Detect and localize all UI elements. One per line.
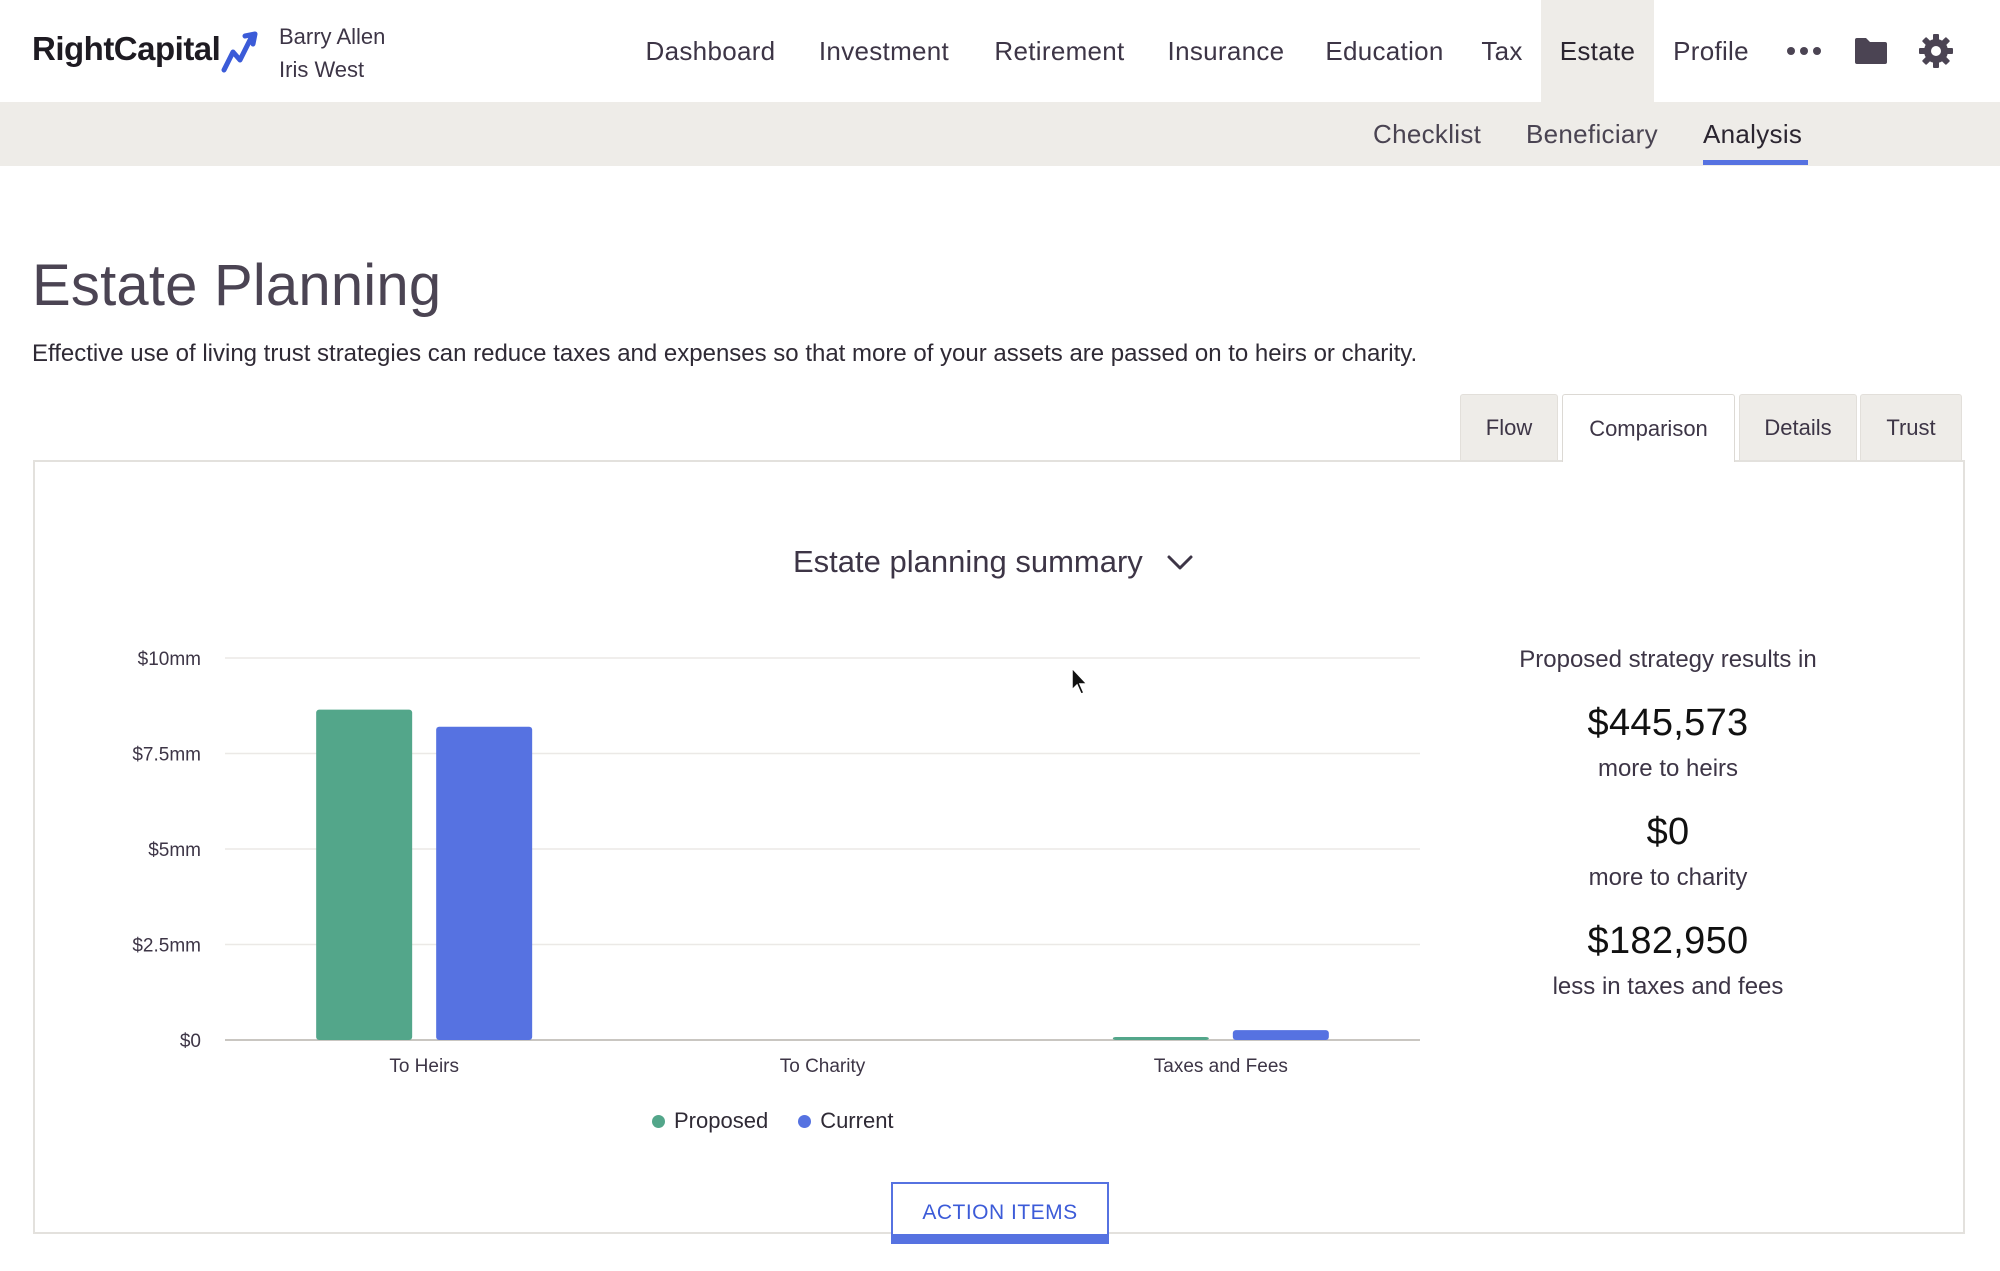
- nav-dashboard[interactable]: Dashboard: [645, 35, 776, 66]
- nav-education[interactable]: Education: [1325, 35, 1444, 66]
- nav-insurance[interactable]: Insurance: [1167, 35, 1285, 66]
- chevron-down-icon: [1167, 555, 1193, 570]
- subnav-analysis[interactable]: Analysis: [1703, 118, 1803, 149]
- y-tick-label: $2.5mm: [132, 936, 201, 957]
- gear-icon[interactable]: [1914, 29, 1958, 73]
- action-items-button[interactable]: ACTION ITEMS: [891, 1182, 1109, 1244]
- tab-trust[interactable]: Trust: [1860, 394, 1962, 460]
- subnav-checklist[interactable]: Checklist: [1373, 118, 1482, 149]
- more-icon[interactable]: [1782, 29, 1826, 73]
- result-charity-value: $0: [1646, 811, 1690, 853]
- legend-item-proposed[interactable]: Proposed: [652, 1108, 768, 1134]
- summary-dropdown[interactable]: Estate planning summary: [793, 540, 1195, 584]
- page-description: Effective use of living trust strategies…: [32, 340, 1418, 367]
- result-heirs-label: more to heirs: [1597, 755, 1739, 782]
- estate-comparison-chart: $0 $2.5mm $5mm $7.5mm $10mm To Heirs To Charit…: [132, 649, 1420, 1077]
- nav-tax[interactable]: Tax: [1481, 35, 1523, 66]
- active-subnav-indicator: [1703, 160, 1808, 165]
- summary-dropdown-value: Estate planning summary: [793, 544, 1143, 579]
- legend-dot-current: [798, 1114, 812, 1128]
- y-tick-label: $7.5mm: [132, 745, 201, 766]
- top-bar: RightCapital Barry Allen Iris West Dashb…: [0, 0, 2000, 102]
- page-title: Estate Planning: [32, 253, 442, 318]
- x-tick-label: To Heirs: [389, 1056, 459, 1077]
- y-tick-label: $0: [180, 1031, 201, 1052]
- results-lead: Proposed strategy results in: [1519, 646, 1817, 673]
- logo-arrow-icon: [221, 31, 258, 73]
- bar-proposed: [1112, 1036, 1209, 1040]
- mouse-cursor-icon: [1071, 666, 1089, 695]
- legend-item-current[interactable]: Current: [798, 1108, 894, 1134]
- client-names[interactable]: Barry Allen Iris West: [279, 20, 385, 86]
- y-tick-label: $10mm: [138, 649, 201, 670]
- subnav-beneficiary[interactable]: Beneficiary: [1526, 118, 1658, 149]
- result-charity-label: more to charity: [1588, 864, 1748, 891]
- nav-retirement[interactable]: Retirement: [994, 35, 1125, 66]
- tab-details[interactable]: Details: [1739, 394, 1857, 460]
- tab-comparison[interactable]: Comparison: [1562, 394, 1735, 462]
- legend-dot-proposed: [652, 1114, 665, 1128]
- sub-navigation: Checklist Beneficiary Analysis: [0, 102, 2000, 166]
- nav-investment[interactable]: Investment: [818, 35, 950, 66]
- bar-current: [1232, 1030, 1329, 1040]
- x-tick-label: Taxes and Fees: [1154, 1056, 1288, 1077]
- client-name-secondary: Iris West: [279, 57, 365, 82]
- nav-profile[interactable]: Profile: [1673, 35, 1749, 66]
- strategy-results: Proposed strategy results in $445,573 mo…: [1440, 640, 1896, 1001]
- nav-estate[interactable]: Estate: [1541, 0, 1654, 102]
- chart-legend: Proposed Current: [652, 1108, 924, 1134]
- brand-logo[interactable]: RightCapital: [32, 30, 221, 67]
- y-tick-label: $5mm: [148, 840, 201, 861]
- bar-proposed: [316, 709, 413, 1040]
- legend-label-current: Current: [820, 1108, 894, 1133]
- tab-flow[interactable]: Flow: [1460, 394, 1558, 460]
- result-taxes-label: less in taxes and fees: [1552, 973, 1784, 1000]
- legend-label-proposed: Proposed: [674, 1108, 769, 1133]
- folder-icon[interactable]: [1849, 29, 1893, 73]
- result-heirs-value: $445,573: [1587, 702, 1749, 744]
- bar-current: [436, 726, 533, 1040]
- client-name-primary: Barry Allen: [279, 24, 386, 49]
- x-tick-label: To Charity: [780, 1056, 866, 1077]
- result-taxes-value: $182,950: [1587, 920, 1749, 962]
